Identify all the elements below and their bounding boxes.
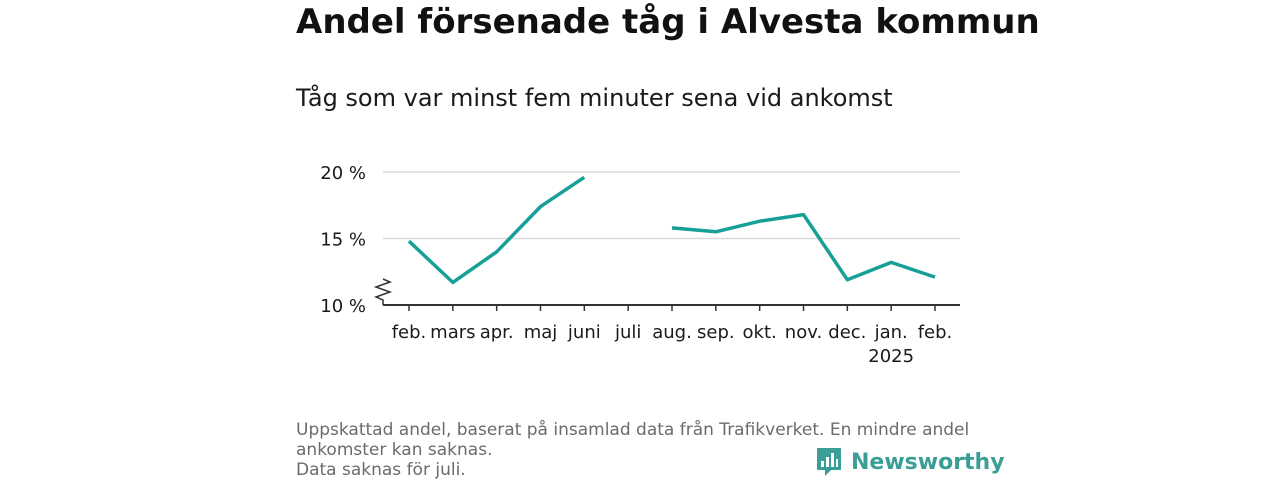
x-axis-tick-labels: feb. mars apr. maj juni juli aug. sep. okt. nov. d… xyxy=(392,322,953,367)
chart-title: Andel försenade tåg i Alvesta kommun xyxy=(296,2,1040,42)
newsworthy-logo-icon xyxy=(817,448,841,476)
footnote-line: Uppskattad andel, baserat på insamlad da… xyxy=(296,420,970,440)
x-tick-label: juni xyxy=(567,322,601,343)
y-tick-label: 10 % xyxy=(320,296,366,317)
x-tick-sublabel: 2025 xyxy=(868,346,914,367)
y-axis-tick-labels: 10 % 15 % 20 % xyxy=(320,163,366,317)
x-axis xyxy=(373,278,960,311)
x-tick-label: apr. xyxy=(480,322,514,343)
x-tick-label: nov. xyxy=(785,322,822,343)
x-tick-label: okt. xyxy=(743,322,777,343)
series-line xyxy=(407,175,586,285)
x-tick-label: mars xyxy=(430,322,475,343)
grid-lines xyxy=(383,171,960,240)
y-tick-label: 20 % xyxy=(320,163,366,184)
data-series xyxy=(407,175,936,285)
x-tick-label: jan. xyxy=(874,322,908,343)
x-tick-label: juli xyxy=(614,322,641,343)
x-tick-label: dec. xyxy=(828,322,866,343)
x-tick-label: feb. xyxy=(918,322,953,343)
x-tick-label: maj xyxy=(524,322,558,343)
y-tick-label: 15 % xyxy=(320,230,366,251)
footnote-line: Data saknas för juli. xyxy=(296,460,466,480)
axis-break-marker xyxy=(373,278,393,305)
footnote: Uppskattad andel, baserat på insamlad da… xyxy=(296,420,996,480)
x-tick-label: sep. xyxy=(697,322,735,343)
series-line xyxy=(671,212,936,282)
x-tick-label: aug. xyxy=(652,322,692,343)
chart-subtitle: Tåg som var minst fem minuter sena vid a… xyxy=(296,84,893,112)
brand-name: Newsworthy xyxy=(851,449,1005,475)
brand-logo: Newsworthy xyxy=(815,446,1005,478)
footnote-line: ankomster kan saknas. xyxy=(296,440,493,460)
x-tick-label: feb. xyxy=(392,322,427,343)
